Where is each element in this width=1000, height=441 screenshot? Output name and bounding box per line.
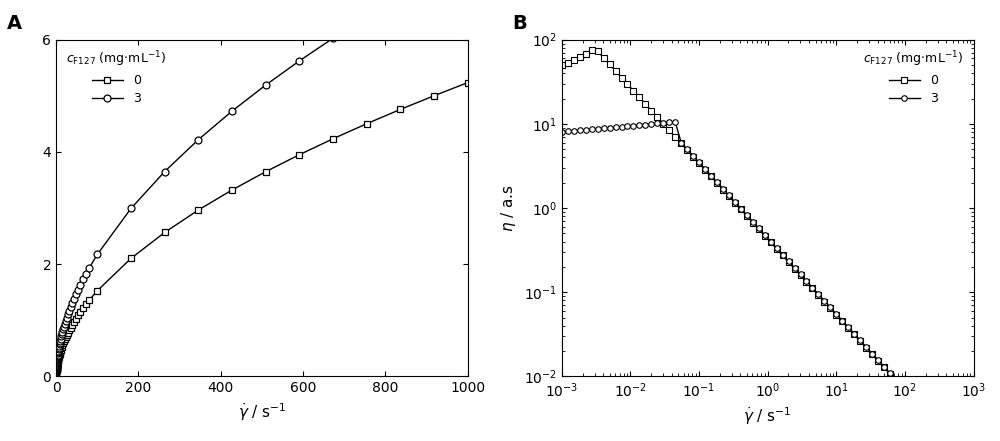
0	[616, 75, 628, 80]
3	[53, 345, 65, 350]
3	[327, 36, 339, 41]
0	[51, 367, 63, 372]
0	[50, 370, 62, 375]
3	[610, 124, 622, 130]
3	[51, 361, 63, 366]
0	[52, 357, 64, 362]
3	[687, 153, 699, 159]
0	[53, 354, 65, 359]
3	[50, 368, 62, 374]
0	[51, 365, 63, 370]
3	[651, 121, 663, 126]
3	[669, 119, 681, 124]
X-axis label: $\dot{\gamma}$ / s$^{-1}$: $\dot{\gamma}$ / s$^{-1}$	[238, 401, 286, 422]
0	[556, 62, 568, 67]
0	[914, 404, 926, 410]
Line: 0: 0	[53, 79, 471, 376]
3	[908, 397, 920, 402]
3	[556, 129, 568, 135]
Line: 3: 3	[53, 0, 471, 374]
3	[51, 364, 63, 370]
0	[908, 398, 920, 403]
Text: B: B	[512, 14, 527, 33]
Text: A: A	[7, 14, 22, 33]
Legend: 0, 3: 0, 3	[62, 46, 170, 109]
Y-axis label: $\eta$ / a.s: $\eta$ / a.s	[499, 184, 518, 232]
3	[52, 349, 64, 355]
0	[657, 121, 669, 126]
Legend: 0, 3: 0, 3	[860, 46, 967, 109]
0	[462, 80, 474, 85]
0	[72, 313, 84, 318]
0	[789, 266, 801, 271]
Line: 3: 3	[559, 119, 976, 441]
3	[789, 265, 801, 270]
0	[327, 136, 339, 142]
3	[72, 287, 84, 292]
3	[914, 404, 926, 409]
0	[687, 154, 699, 159]
Line: 0: 0	[559, 47, 976, 441]
X-axis label: $\dot{\gamma}$ / s$^{-1}$: $\dot{\gamma}$ / s$^{-1}$	[743, 405, 792, 427]
0	[586, 47, 598, 52]
